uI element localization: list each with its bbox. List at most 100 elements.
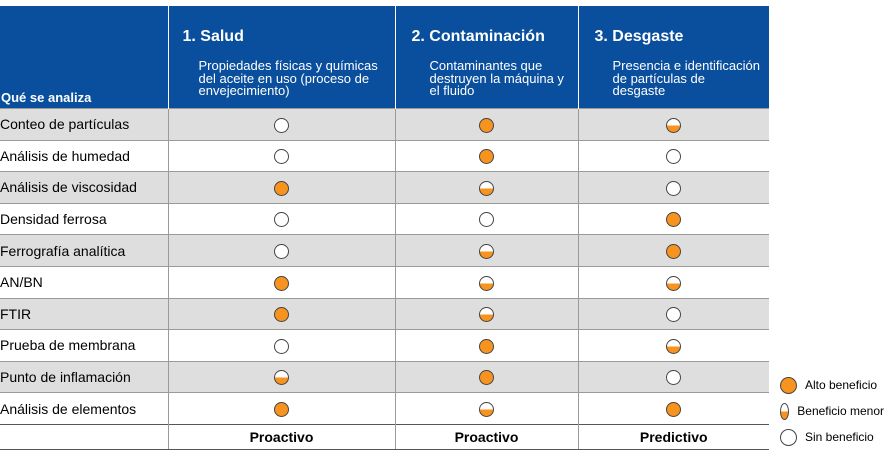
table-row: FTIR (0, 297, 769, 330)
rating-cell (578, 108, 769, 141)
footer-empty-cell (0, 423, 169, 450)
table-row: Conteo de partículas (0, 108, 769, 141)
rating-cell (168, 392, 396, 425)
header-contaminacion: 2. Contaminación Contaminantes que destr… (395, 6, 579, 109)
rating-cell (395, 329, 579, 362)
none-benefit-icon (666, 149, 682, 165)
column-description: Propiedades físicas y químicas del aceit… (198, 58, 378, 98)
rating-cell (168, 202, 396, 235)
footer-row: Proactivo Proactivo Predictivo (0, 423, 769, 450)
full-benefit-icon (479, 338, 494, 354)
rating-cell (168, 108, 396, 141)
none-benefit-icon (666, 180, 682, 196)
full-benefit-icon (666, 244, 682, 260)
legend: Alto beneficio Beneficio menor Sin benefic… (780, 372, 884, 450)
rating-cell (395, 108, 579, 141)
rating-cell (578, 265, 769, 299)
none-benefit-icon (274, 117, 289, 133)
column-title: 1. Salud (182, 28, 244, 45)
legend-label: Beneficio menor (797, 404, 884, 418)
table-row: Análisis de humedad (0, 139, 769, 172)
full-benefit-icon (479, 117, 494, 133)
none-benefit-icon (274, 244, 289, 260)
rating-cell (395, 360, 579, 393)
analysis-name: Prueba de membrana (0, 329, 169, 362)
rating-cell (395, 297, 579, 330)
half-benefit-icon (479, 307, 494, 323)
rating-cell (578, 297, 769, 330)
none-benefit-icon (274, 338, 289, 354)
analysis-name: Análisis de viscosidad (0, 171, 169, 204)
none-benefit-icon (274, 212, 289, 228)
rating-cell (168, 265, 396, 299)
table-row: Punto de inflamación (0, 360, 769, 393)
rating-cell (395, 202, 579, 235)
table-row: Prueba de membrana (0, 329, 769, 362)
header-row: Qué se analiza 1. Salud Propiedades físi… (0, 6, 769, 109)
full-benefit-icon (479, 149, 494, 165)
rating-cell (168, 139, 396, 172)
analysis-name: Punto de inflamación (0, 360, 169, 393)
rating-cell (168, 234, 396, 267)
full-benefit-icon (666, 212, 682, 228)
footer-label: Proactivo (168, 423, 396, 450)
rating-cell (578, 329, 769, 362)
rating-cell (395, 392, 579, 425)
full-benefit-icon (274, 402, 289, 418)
footer-label: Predictivo (578, 423, 769, 450)
half-benefit-icon (780, 402, 790, 420)
rating-cell (168, 171, 396, 204)
legend-item: Alto beneficio (780, 372, 884, 398)
none-benefit-icon (479, 212, 494, 228)
half-benefit-icon (666, 117, 682, 133)
rating-cell (578, 171, 769, 204)
legend-item: Beneficio menor (780, 398, 884, 424)
table-row: AN/BN (0, 265, 769, 299)
full-benefit-icon (274, 275, 289, 291)
rating-cell (578, 360, 769, 393)
none-benefit-icon (666, 307, 682, 323)
legend-label: Sin beneficio (805, 430, 874, 444)
analysis-name: Densidad ferrosa (0, 202, 169, 235)
legend-item: Sin beneficio (780, 424, 884, 450)
half-benefit-icon (666, 275, 682, 291)
table-body: Conteo de partículas Análisis de humedad A… (0, 108, 769, 425)
rating-cell (578, 202, 769, 235)
analysis-name: Conteo de partículas (0, 108, 169, 141)
header-salud: 1. Salud Propiedades físicas y químicas … (168, 6, 396, 109)
none-benefit-icon (780, 428, 797, 446)
column-description: Presencia e identificación de partículas… (612, 58, 760, 98)
analysis-name: Análisis de elementos (0, 392, 169, 425)
analysis-name: Análisis de humedad (0, 139, 169, 172)
none-benefit-icon (666, 370, 682, 386)
footer-label: Proactivo (395, 423, 579, 450)
header-corner: Qué se analiza (0, 6, 169, 109)
rating-cell (578, 392, 769, 425)
rating-cell (578, 139, 769, 172)
half-benefit-icon (479, 275, 494, 291)
rating-cell (168, 360, 396, 393)
rating-cell (395, 234, 579, 267)
rating-cell (395, 139, 579, 172)
column-description: Contaminantes que destruyen la máquina y… (429, 58, 564, 98)
full-benefit-icon (666, 402, 682, 418)
corner-label: Qué se analiza (1, 90, 92, 105)
rating-cell (168, 297, 396, 330)
analysis-name: AN/BN (0, 265, 169, 299)
table-row: Análisis de viscosidad (0, 171, 769, 204)
column-title: 3. Desgaste (594, 28, 684, 45)
rating-cell (395, 171, 579, 204)
oil-analysis-table: Qué se analiza 1. Salud Propiedades físi… (0, 6, 769, 450)
full-benefit-icon (780, 376, 797, 394)
rating-cell (395, 265, 579, 299)
rating-cell (168, 329, 396, 362)
analysis-name: Ferrografía analítica (0, 234, 169, 267)
full-benefit-icon (274, 180, 289, 196)
rating-cell (578, 234, 769, 267)
table-row: Densidad ferrosa (0, 202, 769, 235)
legend-label: Alto beneficio (805, 378, 878, 392)
none-benefit-icon (274, 149, 289, 165)
half-benefit-icon (274, 370, 289, 386)
table-row: Ferrografía analítica (0, 234, 769, 267)
analysis-name: FTIR (0, 297, 169, 330)
